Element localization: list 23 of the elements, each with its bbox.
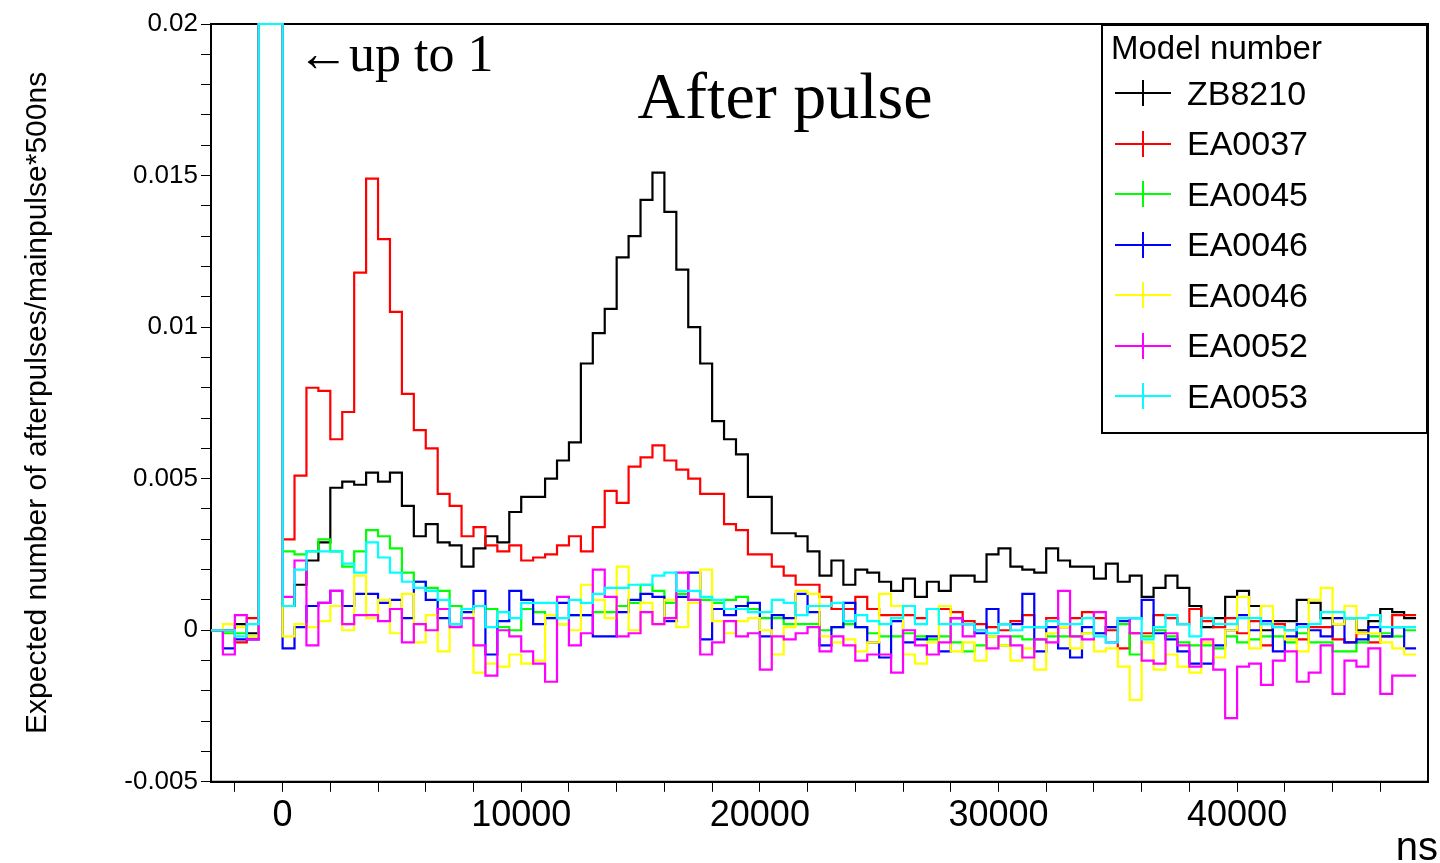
legend-label: EA0045 [1187, 174, 1308, 214]
x-tick-label: 10000 [471, 793, 572, 835]
text: After pulse [636, 58, 934, 134]
x-tick-label: 0 [272, 793, 293, 835]
legend-label: EA0046 [1187, 275, 1308, 315]
legend-label: ZB8210 [1187, 73, 1307, 113]
y-tick-label: -0.005 [124, 764, 198, 795]
x-tick-label: 40000 [1187, 793, 1288, 835]
x-tick-label: 30000 [948, 793, 1049, 835]
x-axis-title: ns [1395, 823, 1438, 863]
x-tick-label: 20000 [709, 793, 810, 835]
y-tick-label: 0.005 [132, 461, 198, 492]
y-tick-label: 0.02 [147, 7, 198, 38]
y-tick-label: 0 [183, 613, 198, 644]
legend-label: EA0052 [1187, 326, 1308, 366]
legend-label: EA0046 [1187, 225, 1308, 265]
y-tick-label: 0.01 [147, 310, 198, 341]
y-tick-label: 0.015 [132, 158, 198, 189]
y-axis-title: Expected number of afterpulses/mainpulse*500ns [19, 71, 53, 734]
legend-label: EA0037 [1187, 124, 1308, 164]
legend-label: EA0053 [1187, 376, 1308, 416]
annotation: ←up to 1 [297, 25, 494, 82]
legend-title: Model number [1111, 28, 1323, 68]
